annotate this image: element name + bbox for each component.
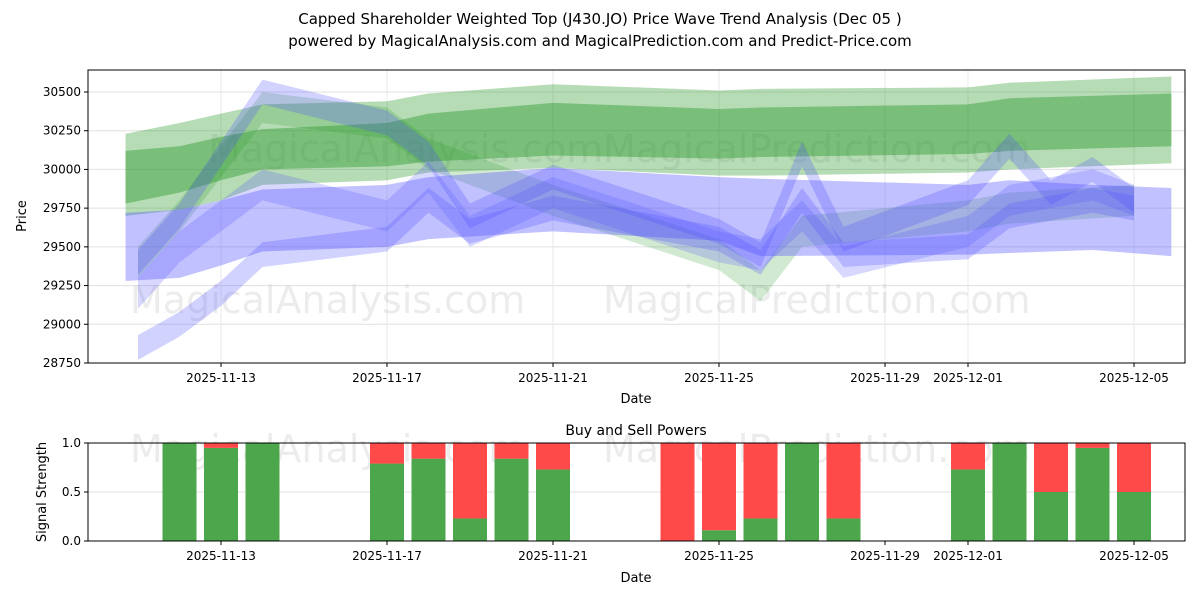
- chart-title: Capped Shareholder Weighted Top (J430.JO…: [298, 10, 902, 28]
- watermark: MagicalAnalysis.com: [130, 278, 525, 322]
- sell-bar: [1034, 443, 1068, 492]
- watermark: MagicalPrediction.com: [603, 278, 1031, 322]
- buy-bar: [162, 443, 197, 541]
- sell-bar: [951, 443, 985, 470]
- ytick-label: 29250: [43, 279, 81, 293]
- ytick-label: 0.5: [62, 485, 81, 499]
- buy-bar: [826, 518, 861, 541]
- xtick-label: 2025-12-05: [1099, 549, 1169, 563]
- ytick-label: 0.0: [62, 534, 81, 548]
- ytick-label: 30500: [43, 85, 81, 99]
- ytick-label: 29000: [43, 317, 81, 331]
- x-axis-label: Date: [620, 571, 651, 586]
- buy-bar: [1117, 492, 1151, 541]
- sell-bar: [826, 443, 861, 519]
- x-axis-label: Date: [620, 392, 651, 407]
- ytick-label: 29750: [43, 201, 81, 215]
- ytick-label: 30000: [43, 162, 81, 176]
- xtick-label: 2025-11-13: [186, 549, 256, 563]
- buy-bar: [245, 443, 280, 541]
- y-axis-label: Price: [15, 200, 30, 232]
- sell-bar: [702, 443, 736, 531]
- buy-bar: [1075, 447, 1110, 541]
- xtick-label: 2025-11-25: [684, 549, 754, 563]
- buy-bar: [702, 530, 736, 541]
- sell-bar: [370, 443, 404, 464]
- sell-bar: [660, 443, 695, 541]
- ytick-label: 29500: [43, 240, 81, 254]
- sell-bar: [743, 443, 778, 519]
- sell-bar: [1117, 443, 1151, 492]
- xtick-label: 2025-11-25: [684, 371, 754, 385]
- buy-bar: [494, 458, 529, 541]
- xtick-label: 2025-11-21: [518, 371, 588, 385]
- plot-frame: [87, 442, 1186, 542]
- buy-bar: [453, 518, 487, 541]
- xtick-label: 2025-12-01: [933, 549, 1003, 563]
- sell-bar: [411, 443, 446, 459]
- xtick-label: 2025-11-29: [850, 371, 920, 385]
- buy-bar: [536, 469, 570, 541]
- buy-bar: [951, 469, 985, 541]
- band-blue-wave-high: [138, 79, 1134, 275]
- bands-group: [125, 76, 1172, 360]
- band-blue-wave-mid: [138, 161, 1134, 309]
- buy-bar: [743, 518, 778, 541]
- xtick-label: 2025-11-17: [352, 549, 422, 563]
- ytick-label: 1.0: [62, 436, 81, 450]
- xtick-label: 2025-11-21: [518, 549, 588, 563]
- sell-bar: [536, 443, 570, 470]
- sell-bar: [453, 443, 487, 519]
- buy-bar: [370, 463, 404, 541]
- chart-subtitle: powered by MagicalAnalysis.com and Magic…: [288, 32, 912, 50]
- band-green-inner: [125, 93, 1172, 204]
- sell-bar: [1075, 443, 1110, 448]
- xtick-label: 2025-11-13: [186, 371, 256, 385]
- ytick-label: 30250: [43, 124, 81, 138]
- y-axis-label: Signal Strength: [35, 442, 50, 542]
- buy-bar: [992, 443, 1027, 541]
- xtick-label: 2025-12-05: [1099, 371, 1169, 385]
- watermark: MagicalAnalysis.com: [208, 127, 603, 171]
- buy-bar: [785, 443, 819, 541]
- band-blue-main: [125, 167, 1172, 281]
- band-green-outer: [125, 76, 1172, 216]
- xtick-label: 2025-11-29: [850, 549, 920, 563]
- ytick-label: 28750: [43, 356, 81, 370]
- subplot-title: Buy and Sell Powers: [565, 423, 706, 439]
- sell-bar: [494, 443, 529, 459]
- watermark: MagicalPrediction.com: [603, 127, 1031, 171]
- buy-bar: [1034, 492, 1068, 541]
- band-blue-wave-low: [138, 188, 1134, 360]
- buy-bar: [204, 447, 238, 541]
- buy-bar: [411, 458, 446, 541]
- sell-bar: [204, 443, 238, 448]
- xtick-label: 2025-11-17: [352, 371, 422, 385]
- xtick-label: 2025-12-01: [933, 371, 1003, 385]
- plot-frame: [87, 69, 1186, 364]
